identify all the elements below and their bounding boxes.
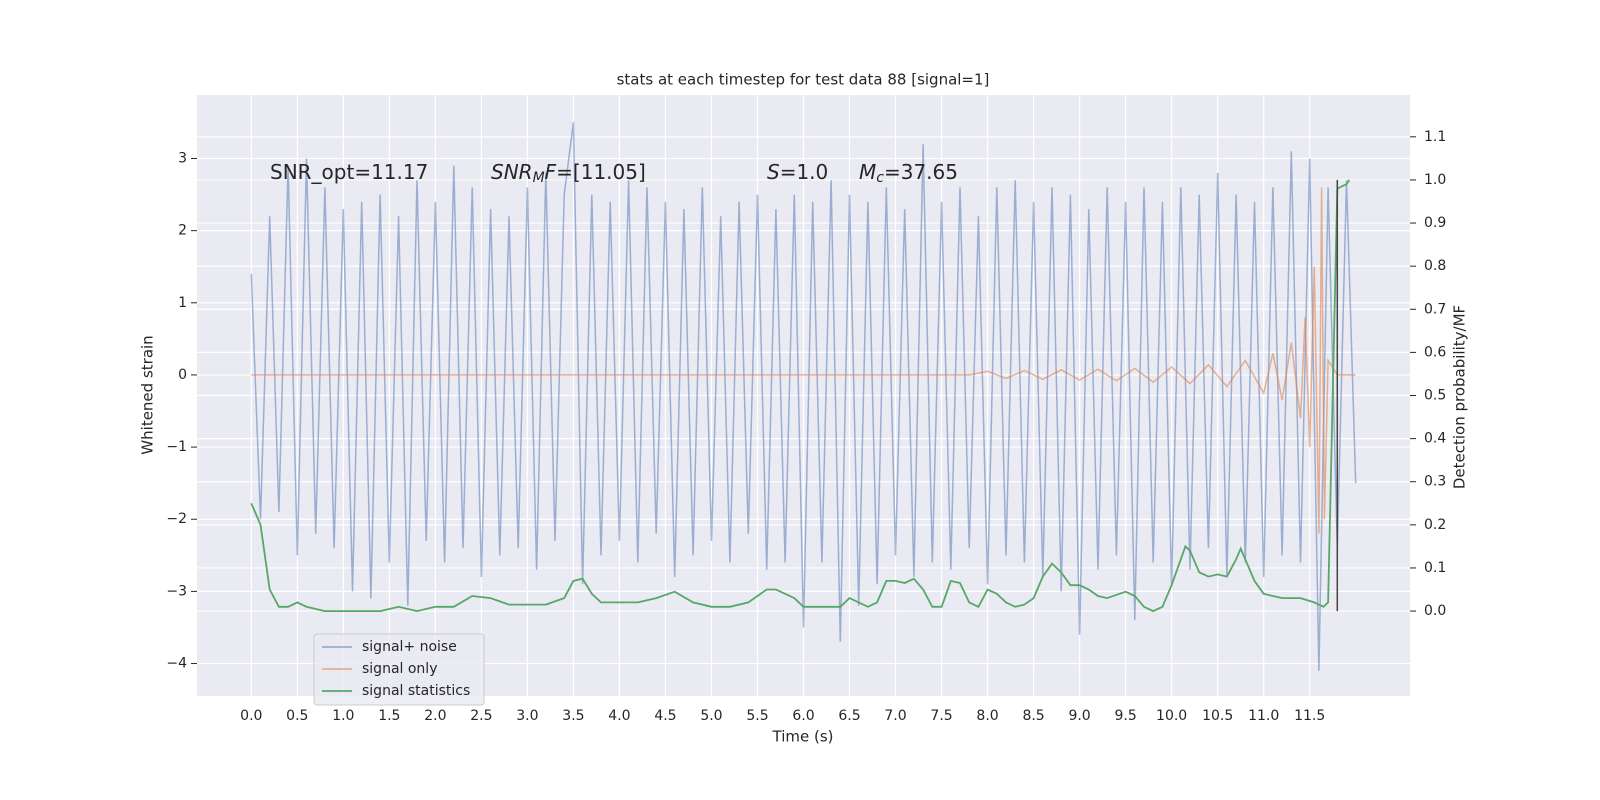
annotation: Mc=37.65: [859, 160, 958, 187]
x-tick-label: 0.0: [240, 708, 262, 724]
x-tick-label: 4.5: [654, 708, 676, 724]
x-tick-label: 10.5: [1202, 708, 1233, 724]
x-tick-label: 0.5: [286, 708, 308, 724]
annotation-part: F: [545, 160, 557, 184]
annotation-part: SNR_opt=11.17: [270, 160, 428, 184]
annotation-part: c: [876, 170, 884, 186]
y2-tick-label: 0.7: [1424, 301, 1446, 317]
legend-box: [313, 633, 485, 706]
annotation-part: =37.65: [884, 160, 958, 184]
y2-tick-label: 0.6: [1424, 344, 1446, 360]
y2-tick-label: 0.5: [1424, 388, 1446, 404]
x-tick-label: 2.0: [424, 708, 446, 724]
x-tick-label: 5.5: [746, 708, 768, 724]
x-tick-label: 7.0: [884, 708, 906, 724]
x-tick-label: 1.0: [332, 708, 354, 724]
x-tick-label: 9.5: [1114, 708, 1136, 724]
legend-label: signal only: [362, 661, 437, 677]
y2-tick-label: 0.9: [1424, 215, 1446, 231]
x-tick-label: 8.0: [976, 708, 998, 724]
y-tick-label: 1: [178, 295, 187, 311]
y-tick-label: −1: [166, 439, 187, 455]
annotation-part: M: [859, 160, 876, 184]
x-tick-label: 3.0: [516, 708, 538, 724]
y2-tick-label: 1.0: [1424, 172, 1446, 188]
chart-title: stats at each timestep for test data 88 …: [617, 71, 990, 89]
series-line: [250, 179, 1351, 613]
annotation-part: SNR: [491, 160, 533, 184]
x-tick-label: 8.5: [1022, 708, 1044, 724]
series-line: [251, 187, 1356, 534]
y2-tick-label: 0.1: [1424, 560, 1446, 576]
x-tick-label: 1.5: [378, 708, 400, 724]
annotation-part: =[11.05]: [556, 160, 646, 184]
x-tick-label: 2.5: [470, 708, 492, 724]
y2-tick-label: 0.3: [1424, 474, 1446, 490]
x-tick-label: 4.0: [608, 708, 630, 724]
annotation: SNRMF=[11.05]: [491, 160, 646, 187]
x-tick-label: 3.5: [562, 708, 584, 724]
annotation-part: =1.0: [780, 160, 829, 184]
x-tick-label: 5.0: [700, 708, 722, 724]
x-tick-label: 7.5: [930, 708, 952, 724]
annotation: S=1.0: [767, 160, 828, 184]
x-tick-label: 11.0: [1248, 708, 1279, 724]
x-tick-label: 10.0: [1156, 708, 1187, 724]
y2-tick-label: 0.0: [1424, 603, 1446, 619]
y-tick-label: −3: [166, 583, 187, 599]
x-tick-label: 9.0: [1068, 708, 1090, 724]
y-axis-label: Whitened strain: [139, 335, 157, 454]
y-tick-label: −4: [166, 656, 187, 672]
y-tick-label: −2: [166, 511, 187, 527]
y2-tick-label: 1.1: [1424, 129, 1446, 145]
annotation-part: M: [533, 170, 545, 186]
y2-axis-label: Detection probability/MF: [1451, 305, 1469, 489]
y-tick-label: 2: [178, 223, 187, 239]
legend-label: signal+ noise: [362, 639, 457, 655]
annotation: SNR_opt=11.17: [270, 160, 428, 184]
y2-tick-label: 0.4: [1424, 431, 1446, 447]
x-tick-label: 6.0: [792, 708, 814, 724]
legend-label: signal statistics: [362, 683, 470, 699]
y2-tick-label: 0.8: [1424, 258, 1446, 274]
annotation-part: S: [767, 160, 780, 184]
x-axis-label: Time (s): [772, 728, 834, 746]
y-tick-label: 3: [178, 150, 187, 166]
y2-tick-label: 0.2: [1424, 517, 1446, 533]
y-tick-label: 0: [178, 367, 187, 383]
x-tick-label: 6.5: [838, 708, 860, 724]
x-tick-label: 11.5: [1294, 708, 1325, 724]
